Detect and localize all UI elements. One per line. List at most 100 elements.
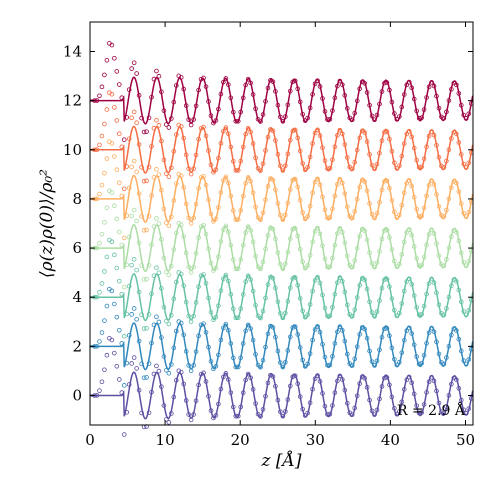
- series-3-marker: [255, 264, 261, 269]
- series-0-marker: [315, 373, 320, 378]
- series-4-marker: [379, 187, 385, 193]
- series-4-marker: [268, 176, 273, 181]
- series-1-marker: [216, 352, 221, 358]
- series-1-marker: [203, 330, 209, 335]
- series-0-marker: [337, 373, 343, 379]
- series-4-marker: [322, 207, 328, 213]
- series-6-marker: [364, 90, 370, 95]
- series-0-marker: [357, 381, 362, 386]
- series-6-marker: [268, 77, 273, 83]
- series-0-marker: [265, 380, 271, 386]
- series-0-marker: [327, 411, 333, 417]
- series-2-marker: [156, 270, 162, 276]
- series-3-marker: [139, 263, 144, 268]
- series-2-marker: [263, 295, 268, 301]
- series-6-marker: [426, 84, 432, 90]
- series-3-marker: [144, 276, 149, 282]
- series-5-marker: [409, 134, 415, 140]
- series-1-marker: [317, 329, 323, 335]
- series-6-marker: [208, 113, 214, 118]
- series-2-marker: [446, 294, 452, 300]
- y-tick-label: 12: [63, 92, 82, 110]
- series-3-marker: [109, 190, 115, 195]
- series-5-marker: [233, 168, 239, 173]
- series-6-marker: [260, 112, 266, 117]
- series-5-marker: [431, 132, 437, 138]
- series-5-marker: [196, 136, 201, 142]
- series-4-marker: [245, 175, 251, 180]
- series-4-marker: [367, 201, 372, 206]
- series-0-marker: [245, 371, 251, 377]
- series-4-marker: [248, 178, 253, 184]
- series-4-marker: [173, 181, 179, 187]
- series-5-marker: [364, 139, 370, 144]
- series-3-marker: [340, 229, 345, 235]
- series-1-marker: [253, 352, 258, 357]
- series-0-marker: [317, 379, 323, 384]
- series-5-marker: [126, 136, 132, 142]
- series-0-marker: [340, 377, 345, 382]
- series-5-marker: [102, 121, 107, 127]
- series-0-marker: [193, 398, 199, 404]
- series-5-marker: [164, 171, 169, 176]
- series-2-marker: [181, 283, 187, 288]
- series-4-marker: [372, 215, 377, 221]
- series-6-marker: [126, 87, 132, 92]
- series-4-marker: [290, 177, 296, 183]
- series-3-marker: [228, 242, 234, 248]
- series-0-marker: [206, 394, 211, 399]
- series-2-marker: [253, 302, 258, 308]
- series-3-marker: [394, 264, 400, 269]
- series-6-marker: [466, 111, 472, 117]
- series-4-marker: [260, 210, 266, 216]
- x-tick-label: 30: [306, 431, 325, 449]
- series-2-marker: [300, 308, 305, 314]
- series-1-marker: [186, 363, 191, 368]
- series-2-marker: [191, 313, 196, 319]
- series-0-marker: [307, 400, 313, 406]
- series-2-marker: [94, 294, 100, 300]
- series-4-marker: [228, 193, 234, 199]
- series-6-marker: [112, 55, 117, 61]
- series-0-marker: [221, 374, 226, 380]
- series-6-marker: [461, 112, 467, 118]
- series-6-marker: [305, 115, 310, 121]
- series-6-marker: [131, 60, 137, 66]
- series-4-marker: [255, 215, 261, 220]
- series-6-marker: [188, 122, 194, 128]
- series-0-marker: [260, 407, 266, 412]
- series-2-marker: [421, 303, 427, 309]
- series-0-marker: [305, 410, 310, 416]
- series-6-marker: [206, 99, 211, 104]
- series-6-marker: [409, 85, 415, 91]
- series-0-marker: [434, 388, 439, 394]
- series-2-marker: [463, 312, 469, 318]
- series-4-marker: [302, 216, 308, 222]
- series-5-marker: [121, 186, 127, 192]
- series-0-marker: [374, 407, 380, 413]
- series-0-marker: [384, 375, 390, 380]
- series-6-marker: [377, 101, 382, 107]
- series-1-marker: [126, 333, 132, 338]
- series-0-marker: [424, 390, 429, 395]
- series-3-marker: [169, 263, 174, 269]
- series-2-marker: [283, 310, 288, 316]
- series-4-marker: [213, 216, 219, 222]
- series-2-marker: [449, 283, 454, 289]
- series-0-marker: [154, 363, 159, 369]
- series-3-marker: [404, 229, 410, 235]
- series-5-marker: [426, 133, 432, 139]
- series-2-marker: [265, 282, 271, 287]
- series-2-marker: [280, 315, 286, 321]
- series-4-marker: [292, 176, 298, 182]
- series-1-marker: [196, 333, 201, 339]
- series-1-marker: [394, 362, 400, 368]
- series-2-marker: [352, 307, 358, 312]
- series-1-marker: [401, 337, 407, 343]
- series-3-marker: [377, 249, 382, 254]
- series-4-marker: [342, 191, 348, 196]
- series-2-marker: [141, 326, 147, 331]
- series-5-marker: [94, 147, 100, 152]
- series-3-marker: [387, 235, 392, 240]
- series-5-marker: [320, 145, 325, 150]
